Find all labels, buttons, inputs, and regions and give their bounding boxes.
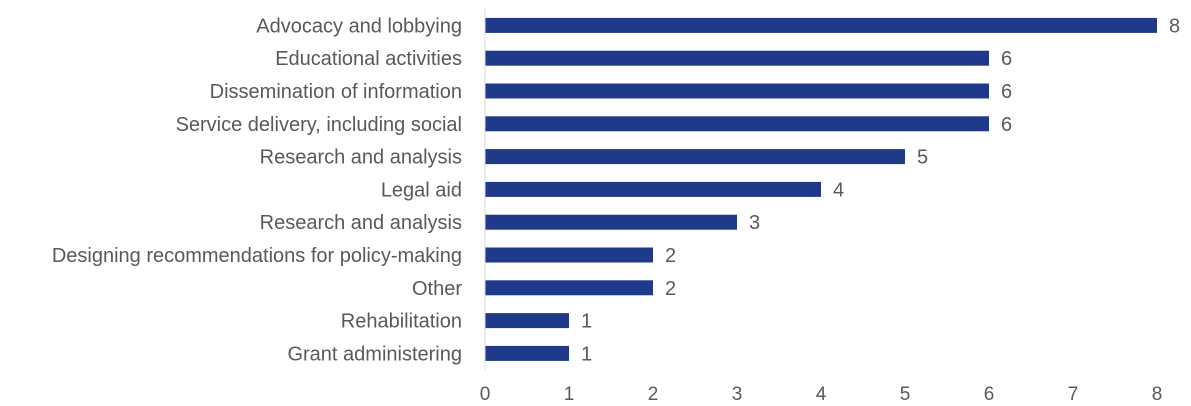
value-label: 6 bbox=[1001, 114, 1012, 136]
category-label: Educational activities bbox=[275, 48, 462, 70]
x-tick-label: 6 bbox=[984, 384, 995, 405]
x-tick-label: 4 bbox=[816, 384, 827, 405]
category-label: Grant administering bbox=[287, 343, 462, 365]
value-label: 5 bbox=[917, 147, 928, 169]
bar bbox=[485, 313, 569, 329]
category-labels: Advocacy and lobbying Educational activit… bbox=[52, 15, 463, 365]
category-label: Research and analysis bbox=[260, 147, 462, 169]
x-tick-label: 0 bbox=[480, 384, 491, 405]
category-label: Legal aid bbox=[381, 179, 462, 201]
value-label: 6 bbox=[1001, 81, 1012, 103]
category-label: Advocacy and lobbying bbox=[256, 15, 462, 37]
category-label: Service delivery, including social bbox=[176, 114, 462, 136]
bar bbox=[485, 149, 905, 165]
x-tick-label: 3 bbox=[732, 384, 743, 405]
x-tick-label: 8 bbox=[1152, 384, 1163, 405]
bars bbox=[485, 17, 1157, 361]
value-label: 2 bbox=[665, 245, 676, 267]
value-label: 1 bbox=[581, 343, 592, 365]
value-label: 8 bbox=[1169, 15, 1180, 37]
bar bbox=[485, 17, 1157, 33]
bar bbox=[485, 116, 989, 132]
x-tick-label: 1 bbox=[564, 384, 575, 405]
category-label: Designing recommendations for policy-mak… bbox=[52, 245, 462, 267]
x-tick-label: 5 bbox=[900, 384, 911, 405]
bar bbox=[485, 181, 821, 197]
value-labels: 8 6 6 6 5 4 3 2 2 1 1 bbox=[581, 15, 1180, 365]
category-label: Research and analysis bbox=[260, 212, 462, 234]
x-tick-label: 7 bbox=[1068, 384, 1079, 405]
value-label: 6 bbox=[1001, 48, 1012, 70]
bar bbox=[485, 280, 653, 296]
bar bbox=[485, 214, 737, 230]
category-label: Dissemination of information bbox=[210, 81, 462, 103]
bar bbox=[485, 247, 653, 263]
value-label: 2 bbox=[665, 278, 676, 300]
value-label: 3 bbox=[749, 212, 760, 234]
bar bbox=[485, 50, 989, 66]
x-tick-label: 2 bbox=[648, 384, 659, 405]
value-label: 1 bbox=[581, 311, 592, 333]
value-label: 4 bbox=[833, 179, 844, 201]
bar bbox=[485, 83, 989, 99]
x-axis-ticks: 0 1 2 3 4 5 6 7 8 bbox=[480, 384, 1163, 405]
category-label: Other bbox=[412, 278, 462, 300]
bar bbox=[485, 345, 569, 361]
category-label: Rehabilitation bbox=[341, 311, 462, 333]
